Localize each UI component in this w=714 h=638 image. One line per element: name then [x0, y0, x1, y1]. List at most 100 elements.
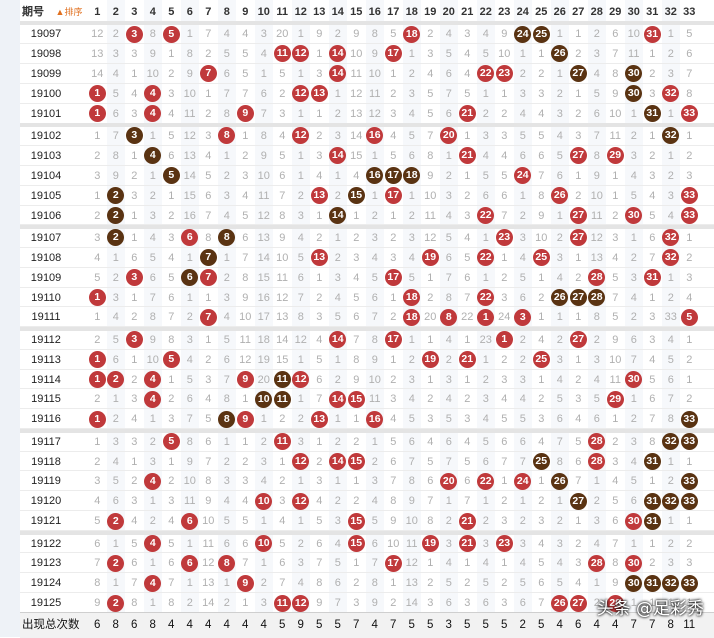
- miss-count-cell: 11: [628, 47, 640, 60]
- number-column-header[interactable]: 1: [94, 6, 101, 18]
- miss-count-cell: 2: [205, 47, 212, 60]
- drawn-number-ball: 12: [292, 453, 310, 470]
- number-column-header[interactable]: 31: [646, 6, 659, 18]
- drawn-number-ball: 12: [292, 371, 310, 388]
- miss-count-cell: 8: [316, 577, 323, 590]
- number-column-header[interactable]: 32: [664, 6, 677, 18]
- miss-count-cell: 2: [686, 149, 693, 162]
- miss-count-cell: 5: [205, 413, 212, 426]
- miss-count-cell: 5: [556, 577, 563, 590]
- miss-count-cell: 4: [538, 537, 545, 550]
- drawn-number-ball: 11: [273, 390, 291, 408]
- drawn-number-ball: 12: [292, 85, 310, 103]
- number-column-header[interactable]: 2: [112, 6, 119, 18]
- miss-count-cell: 11: [350, 67, 362, 80]
- miss-count-cell: 1: [94, 129, 101, 142]
- number-column-header[interactable]: 10: [257, 6, 270, 18]
- miss-count-cell: 4: [667, 209, 674, 222]
- miss-count-cell: 2: [501, 271, 508, 284]
- sort-toggle[interactable]: ▲排序: [55, 7, 83, 17]
- miss-count-cell: 6: [260, 87, 267, 100]
- drawn-number-ball: 15: [347, 187, 365, 205]
- number-column-header[interactable]: 25: [535, 6, 548, 18]
- number-column-header[interactable]: 8: [223, 6, 230, 18]
- miss-count-cell: 5: [556, 149, 563, 162]
- miss-count-cell: 4: [131, 413, 138, 426]
- miss-count-cell: 6: [316, 537, 323, 550]
- miss-count-cell: 5: [593, 87, 600, 100]
- drawn-number-ball: 2: [107, 594, 125, 612]
- miss-count-cell: 3: [94, 231, 101, 244]
- miss-count-cell: 7: [445, 271, 452, 284]
- miss-count-cell: 10: [535, 231, 548, 244]
- number-column-header[interactable]: 13: [313, 6, 326, 18]
- miss-count-cell: 2: [260, 435, 267, 448]
- number-column-header[interactable]: 7: [205, 6, 212, 18]
- issue-column-header[interactable]: 期号: [22, 6, 44, 18]
- number-column-header[interactable]: 28: [590, 6, 603, 18]
- number-column-header[interactable]: 17: [387, 6, 400, 18]
- miss-count-cell: 2: [149, 515, 156, 528]
- number-column-header[interactable]: 27: [572, 6, 585, 18]
- miss-count-cell: 3: [649, 169, 656, 182]
- number-column-header[interactable]: 5: [168, 6, 175, 18]
- miss-count-cell: 1: [686, 597, 693, 610]
- number-column-header[interactable]: 26: [553, 6, 566, 18]
- miss-count-cell: 5: [279, 537, 286, 550]
- issue-number: 19111: [31, 311, 61, 324]
- number-column-header[interactable]: 9: [242, 6, 249, 18]
- total-count-cell: 4: [260, 619, 267, 631]
- miss-count-cell: 1: [667, 515, 674, 528]
- miss-count-cell: 5: [223, 333, 230, 346]
- miss-count-cell: 3: [482, 537, 489, 550]
- number-column-header[interactable]: 16: [368, 6, 381, 18]
- drawn-number-ball: 20: [440, 472, 458, 490]
- miss-count-cell: 1: [575, 515, 582, 528]
- drawn-number-ball: 32: [662, 85, 680, 103]
- number-column-header[interactable]: 29: [609, 6, 622, 18]
- number-column-header[interactable]: 11: [276, 6, 289, 18]
- miss-count-cell: 2: [575, 189, 582, 202]
- miss-count-cell: 1: [297, 107, 304, 120]
- miss-count-cell: 1: [168, 189, 175, 202]
- miss-count-cell: 1: [316, 435, 323, 448]
- miss-count-cell: 1: [186, 291, 193, 304]
- number-column-header[interactable]: 4: [149, 6, 156, 18]
- miss-count-cell: 4: [205, 393, 212, 406]
- miss-count-cell: 2: [223, 271, 230, 284]
- number-column-header[interactable]: 24: [516, 6, 529, 18]
- number-column-header[interactable]: 6: [186, 6, 193, 18]
- total-count-cell: 4: [205, 619, 212, 631]
- miss-count-cell: 7: [630, 353, 637, 366]
- number-column-header[interactable]: 21: [461, 6, 474, 18]
- miss-count-cell: 2: [464, 393, 471, 406]
- drawn-number-ball: 19: [421, 535, 439, 552]
- number-column-header[interactable]: 19: [424, 6, 437, 18]
- miss-count-cell: 5: [464, 251, 471, 264]
- number-column-header[interactable]: 20: [442, 6, 455, 18]
- number-column-header[interactable]: 33: [683, 6, 696, 18]
- miss-count-cell: 8: [149, 28, 156, 40]
- number-column-header[interactable]: 12: [294, 6, 307, 18]
- row-divider: [20, 204, 714, 206]
- miss-count-cell: 4: [519, 107, 526, 120]
- miss-count-cell: 5: [168, 537, 175, 550]
- drawn-number-ball: 1: [88, 85, 106, 103]
- number-column-header[interactable]: 3: [131, 6, 138, 18]
- number-column-header[interactable]: 22: [479, 6, 492, 18]
- miss-count-cell: 1: [612, 189, 619, 202]
- number-column-header[interactable]: 18: [405, 6, 418, 18]
- miss-count-cell: 3: [131, 189, 138, 202]
- miss-count-cell: 3: [223, 189, 230, 202]
- number-column-header[interactable]: 23: [498, 6, 511, 18]
- miss-count-cell: 1: [649, 597, 656, 610]
- drawn-number-ball: 27: [569, 594, 587, 612]
- miss-count-cell: 2: [556, 515, 563, 528]
- number-column-header[interactable]: 14: [331, 6, 344, 18]
- number-column-header[interactable]: 15: [350, 6, 363, 18]
- miss-count-cell: 6: [482, 455, 489, 468]
- number-column-header[interactable]: 30: [627, 6, 640, 18]
- miss-count-cell: 4: [390, 129, 397, 142]
- miss-count-cell: 1: [482, 353, 489, 366]
- miss-count-cell: 3: [538, 87, 545, 100]
